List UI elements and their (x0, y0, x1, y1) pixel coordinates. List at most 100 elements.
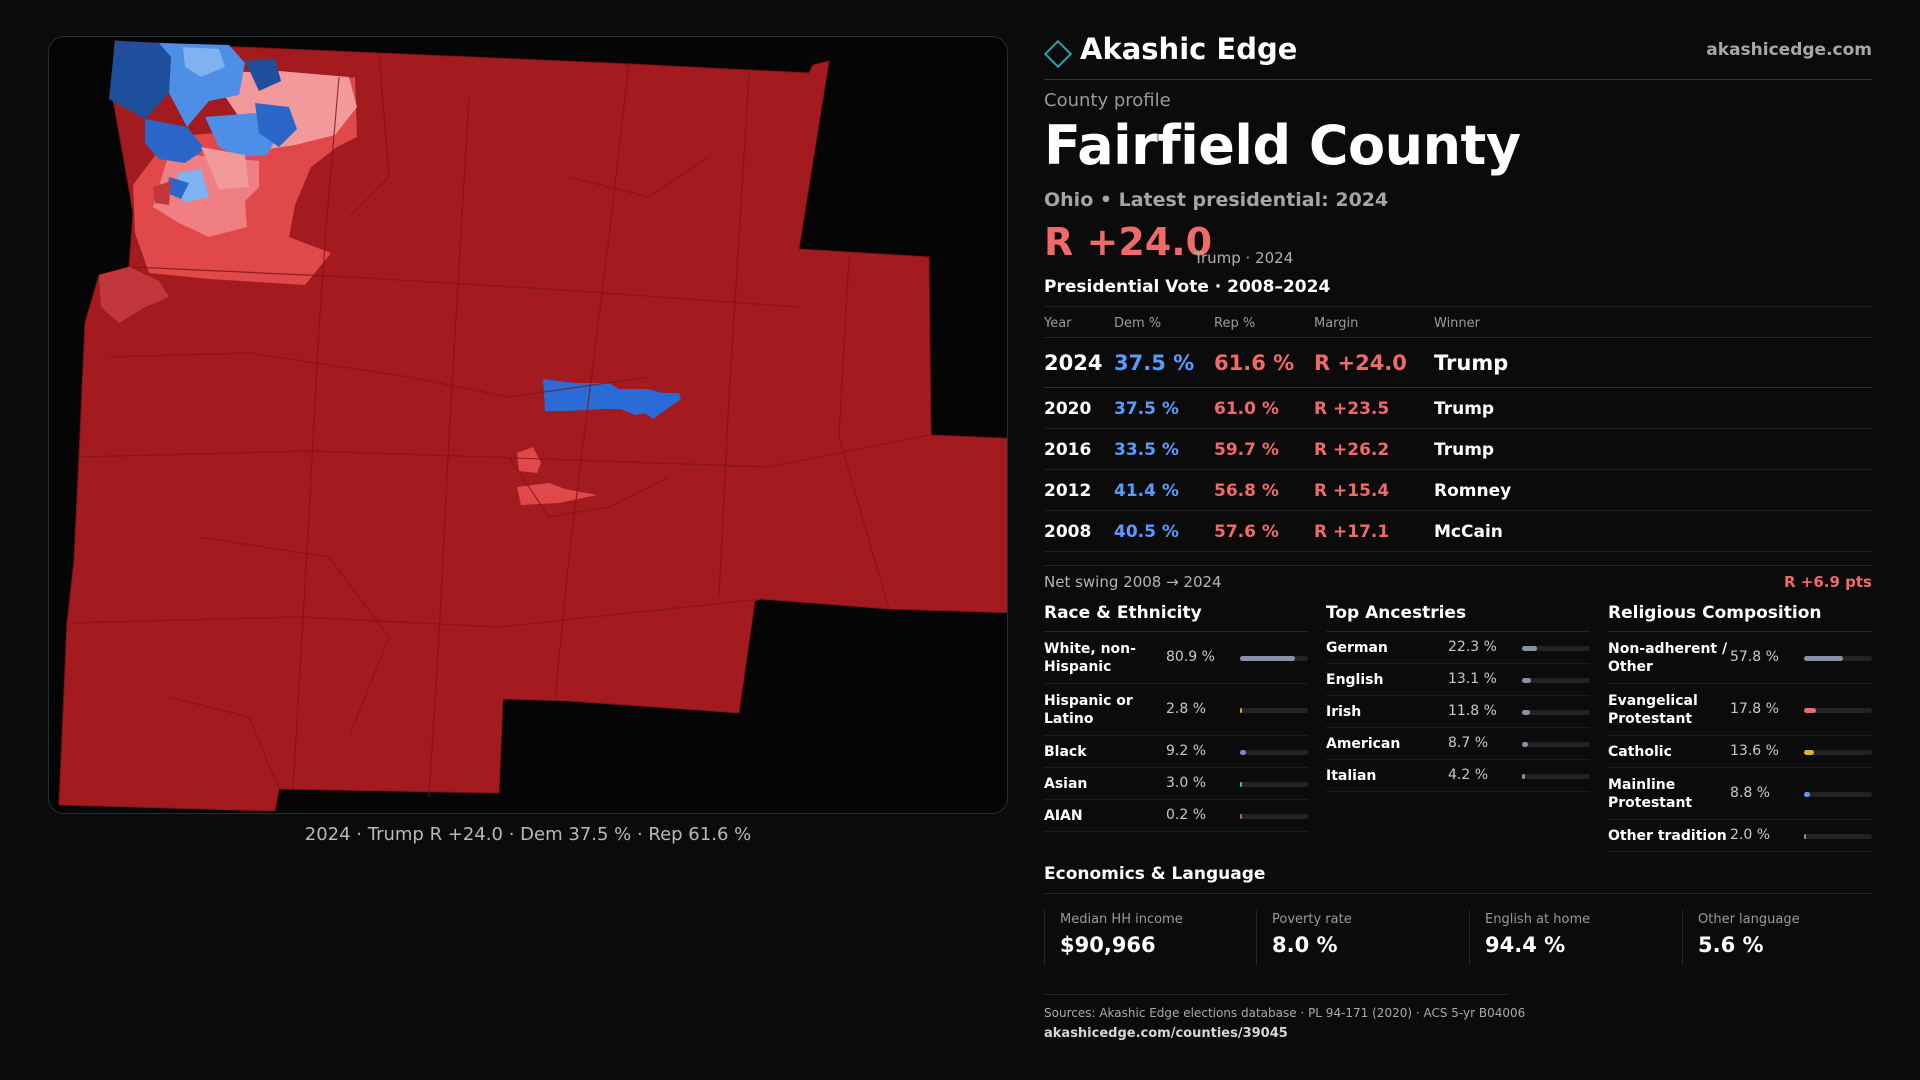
cell-margin: R +23.5 (1314, 399, 1390, 419)
list-item: AIAN 0.2 % (1044, 800, 1308, 832)
item-label: Mainline Protestant (1608, 777, 1693, 811)
share-bar (1804, 708, 1872, 713)
col-winner: Winner (1434, 316, 1481, 331)
list-item: German 22.3 % (1326, 632, 1590, 664)
cell-year: 2012 (1044, 481, 1092, 501)
cell-dem: 41.4 % (1114, 481, 1179, 501)
central-dem-precinct[interactable] (543, 379, 681, 419)
share-bar (1240, 708, 1308, 713)
share-bar (1804, 792, 1872, 797)
share-bar-fill (1240, 814, 1243, 819)
cell-winner: Trump (1434, 351, 1509, 375)
list-item: American 8.7 % (1326, 728, 1590, 760)
map-svg[interactable] (49, 37, 1008, 814)
list-item: White, non-Hispanic 80.9 % (1044, 632, 1308, 684)
ancestry-section-title: Top Ancestries (1326, 600, 1590, 632)
item-label: Black (1044, 744, 1087, 760)
economics-title: Economics & Language (1044, 864, 1266, 884)
cell-rep: 61.6 % (1214, 351, 1295, 375)
share-bar (1522, 646, 1590, 651)
stat-value: 94.4 % (1485, 933, 1566, 957)
diamond-logo-icon (1043, 39, 1073, 69)
item-value: 9.2 % (1166, 743, 1207, 759)
stat-card: Median HH income $90,966 (1044, 910, 1234, 965)
list-item: Black 9.2 % (1044, 736, 1308, 768)
list-item: Other tradition 2.0 % (1608, 820, 1872, 852)
item-label: Evangelical Protestant (1608, 693, 1698, 727)
list-item: Irish 11.8 % (1326, 696, 1590, 728)
latest-margin-note: Trump · 2024 (1194, 249, 1294, 267)
share-bar-fill (1522, 646, 1537, 651)
stat-value: $90,966 (1060, 933, 1156, 957)
cell-margin: R +17.1 (1314, 522, 1390, 542)
cell-rep: 57.6 % (1214, 522, 1279, 542)
cell-dem: 33.5 % (1114, 440, 1179, 460)
item-value: 0.2 % (1166, 807, 1207, 823)
divider (1044, 994, 1508, 995)
item-label: American (1326, 736, 1401, 752)
precinct-map[interactable] (48, 36, 1008, 814)
table-row: 2024 37.5 % 61.6 % R +24.0 Trump (1044, 338, 1872, 388)
county-shape[interactable] (58, 40, 1008, 812)
page-title: Fairfield County (1044, 114, 1521, 177)
list-item: Catholic 13.6 % (1608, 736, 1872, 768)
map-caption: 2024 · Trump R +24.0 · Dem 37.5 % · Rep … (304, 824, 752, 845)
cell-winner: Trump (1434, 399, 1495, 419)
profile-eyebrow: County profile (1044, 90, 1171, 111)
source-url-link[interactable]: akashicedge.com/counties/39045 (1044, 1026, 1288, 1041)
stat-label: Other language (1698, 912, 1800, 927)
item-value: 2.0 % (1730, 827, 1771, 843)
share-bar-fill (1240, 750, 1247, 755)
brand-name[interactable]: Akashic Edge (1080, 32, 1298, 66)
share-bar-fill (1240, 782, 1243, 787)
item-label: Catholic (1608, 744, 1672, 760)
net-swing-row: Net swing 2008 → 2024 R +6.9 pts (1044, 565, 1872, 593)
item-label: AIAN (1044, 808, 1083, 824)
item-value: 17.8 % (1730, 701, 1779, 717)
net-swing-value: R +6.9 pts (1784, 573, 1872, 591)
share-bar (1804, 834, 1872, 839)
list-item: Mainline Protestant 8.8 % (1608, 768, 1872, 820)
cell-rep: 61.0 % (1214, 399, 1279, 419)
ancestry-section: Top Ancestries German 22.3 % English 13.1 %… (1326, 600, 1590, 792)
share-bar-fill (1804, 792, 1811, 797)
share-bar (1522, 678, 1590, 683)
sources-text: Sources: Akashic Edge elections database… (1044, 1006, 1526, 1020)
item-value: 4.2 % (1448, 767, 1489, 783)
item-label: Non-adherent / Other (1608, 641, 1728, 675)
item-value: 11.8 % (1448, 703, 1497, 719)
cell-winner: Trump (1434, 440, 1495, 460)
share-bar (1522, 742, 1590, 747)
col-margin: Margin (1314, 316, 1359, 331)
cell-winner: McCain (1434, 522, 1503, 542)
share-bar-fill (1804, 750, 1814, 755)
stat-label: Poverty rate (1272, 912, 1352, 927)
share-bar (1804, 656, 1872, 661)
brand-url-link[interactable]: akashicedge.com (1706, 40, 1872, 60)
item-label: Italian (1326, 768, 1377, 784)
vote-table: Year Dem % Rep % Margin Winner 2024 37.5… (1044, 306, 1872, 552)
vote-section-title: Presidential Vote · 2008–2024 (1044, 277, 1331, 297)
stat-label: Median HH income (1060, 912, 1183, 927)
share-bar (1522, 710, 1590, 715)
item-value: 57.8 % (1730, 649, 1779, 665)
latest-margin: R +24.0 (1044, 220, 1213, 264)
list-item: English 13.1 % (1326, 664, 1590, 696)
share-bar-fill (1522, 710, 1531, 715)
cell-dem: 40.5 % (1114, 522, 1179, 542)
table-row: 2020 37.5 % 61.0 % R +23.5 Trump (1044, 388, 1872, 429)
cell-year: 2016 (1044, 440, 1092, 460)
share-bar (1240, 782, 1308, 787)
cell-margin: R +26.2 (1314, 440, 1390, 460)
brand-header: Akashic Edge akashicedge.com (1043, 30, 1872, 80)
item-label: Hispanic or Latino (1044, 693, 1133, 727)
item-value: 13.1 % (1448, 671, 1497, 687)
item-label: Other tradition (1608, 828, 1727, 844)
item-label: Irish (1326, 704, 1362, 720)
cell-margin: R +24.0 (1314, 351, 1407, 375)
item-value: 2.8 % (1166, 701, 1207, 717)
cell-year: 2008 (1044, 522, 1092, 542)
stat-card: English at home 94.4 % (1469, 910, 1659, 965)
cell-rep: 59.7 % (1214, 440, 1279, 460)
cell-rep: 56.8 % (1214, 481, 1279, 501)
